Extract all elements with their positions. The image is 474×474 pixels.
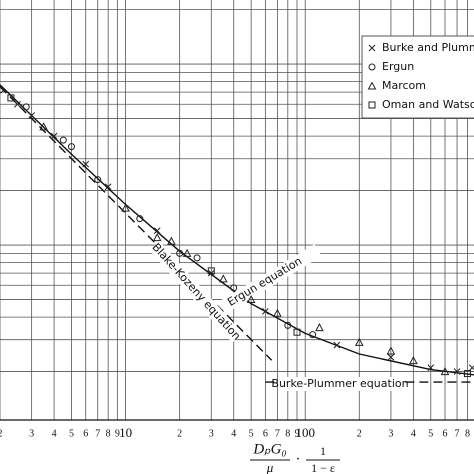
point bbox=[67, 143, 75, 151]
point bbox=[368, 101, 376, 109]
x-tick-label: 4 bbox=[52, 428, 57, 439]
point bbox=[367, 81, 377, 90]
x-label-denominator2: 1 − ε bbox=[311, 461, 335, 474]
equation-label: Burke-Plummer equation bbox=[271, 377, 408, 390]
point bbox=[152, 233, 162, 242]
label-bg bbox=[149, 241, 243, 343]
point bbox=[207, 267, 215, 275]
point bbox=[315, 323, 324, 332]
point bbox=[167, 236, 176, 245]
point bbox=[14, 100, 21, 108]
x-tick-label: 6 bbox=[263, 428, 268, 439]
point bbox=[309, 331, 317, 339]
x-label-denominator: μ bbox=[266, 460, 274, 474]
point bbox=[0, 86, 4, 94]
point bbox=[463, 370, 471, 378]
x-tick-label: 8 bbox=[465, 428, 470, 439]
point bbox=[82, 160, 90, 168]
x-tick-label: 8 bbox=[106, 428, 111, 439]
point bbox=[230, 284, 238, 292]
point bbox=[153, 227, 161, 235]
x-tick-label: 4 bbox=[411, 428, 416, 439]
point bbox=[22, 103, 30, 111]
label-bg bbox=[278, 377, 402, 391]
x-tick-label: 4 bbox=[231, 428, 236, 439]
x-tick-label: 2 bbox=[0, 428, 3, 439]
point bbox=[453, 368, 461, 375]
x-tick-label: 6 bbox=[83, 428, 88, 439]
x-tick-label: 7 bbox=[95, 428, 100, 439]
x-tick-label: 5 bbox=[249, 428, 254, 439]
label-bg bbox=[208, 244, 322, 320]
point bbox=[262, 308, 269, 315]
x-tick-label: 5 bbox=[69, 428, 74, 439]
x-label-numerator: DₚG₀ bbox=[252, 441, 286, 457]
point bbox=[427, 364, 435, 372]
point bbox=[193, 254, 201, 262]
x-tick-label: 100 bbox=[295, 425, 315, 440]
x-tick-label: 2 bbox=[357, 428, 362, 439]
point bbox=[7, 94, 15, 102]
point bbox=[440, 367, 450, 376]
point bbox=[284, 321, 292, 329]
legend-label: Burke and Plummer bbox=[382, 41, 474, 54]
point bbox=[39, 122, 48, 131]
point bbox=[354, 337, 364, 346]
legend-label: Marcom bbox=[382, 79, 426, 92]
legend-box bbox=[361, 35, 474, 119]
legend-label: Ergun bbox=[382, 60, 414, 73]
point bbox=[368, 44, 376, 52]
x-tick-label: 8 bbox=[285, 428, 290, 439]
x-tick-label: 7 bbox=[455, 428, 460, 439]
point bbox=[333, 341, 341, 349]
x-tick-label: 7 bbox=[275, 428, 280, 439]
point bbox=[182, 248, 192, 257]
point bbox=[409, 356, 418, 365]
point bbox=[386, 346, 396, 355]
point bbox=[387, 353, 395, 361]
x-tick-label: 5 bbox=[428, 428, 433, 439]
legend-label: Oman and Watson bbox=[382, 98, 474, 111]
x-tick-label: 9 bbox=[115, 428, 120, 439]
x-label-dot: · bbox=[296, 451, 301, 467]
equation-label: Blake-Kozeny equation bbox=[150, 241, 244, 343]
point bbox=[468, 364, 474, 372]
x-tick-label: 3 bbox=[29, 428, 34, 439]
point bbox=[176, 249, 184, 257]
x-tick-label: 6 bbox=[443, 428, 448, 439]
point bbox=[50, 132, 58, 140]
point bbox=[59, 136, 67, 144]
point bbox=[218, 274, 228, 283]
point bbox=[293, 328, 301, 336]
x-tick-label: 3 bbox=[209, 428, 214, 439]
point bbox=[207, 269, 215, 277]
equation-line bbox=[0, 86, 273, 361]
x-tick-label: 9 bbox=[294, 428, 299, 439]
x-tick-label: 10 bbox=[119, 425, 132, 440]
x-tick-label: 3 bbox=[388, 428, 393, 439]
x-label-numerator2: 1 bbox=[320, 444, 326, 458]
point bbox=[368, 63, 376, 71]
x-tick-label: 2 bbox=[177, 428, 182, 439]
point bbox=[28, 112, 35, 119]
point bbox=[94, 176, 102, 184]
equation-line bbox=[0, 84, 474, 376]
point bbox=[136, 215, 144, 223]
point bbox=[246, 294, 256, 304]
point bbox=[104, 183, 112, 191]
point bbox=[121, 203, 130, 212]
point bbox=[273, 308, 282, 317]
